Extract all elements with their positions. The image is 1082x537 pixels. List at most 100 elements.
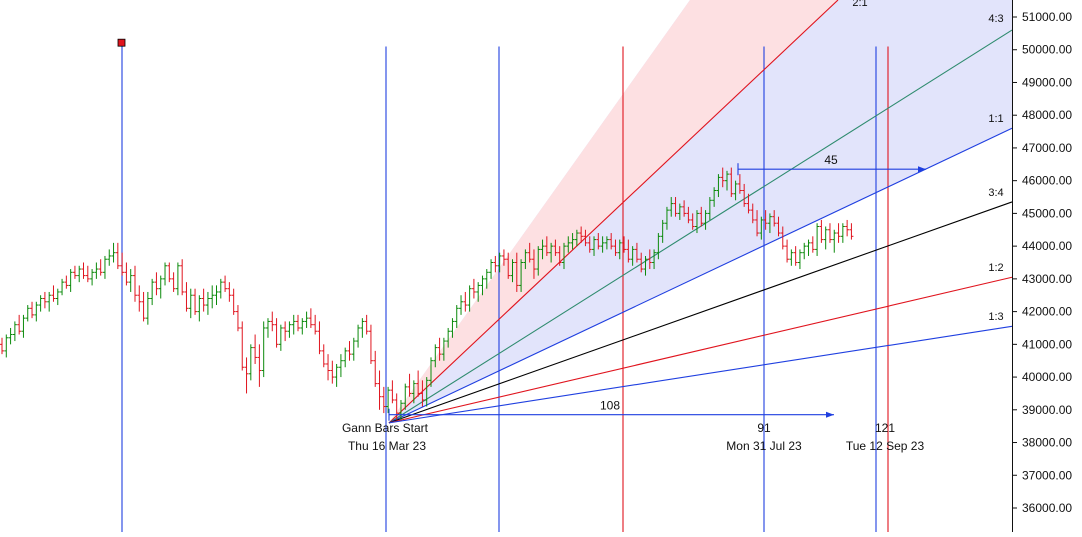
gann-fan-shading xyxy=(389,0,1012,423)
cycle-count-label: 91 xyxy=(757,421,771,435)
price-bar xyxy=(81,262,86,279)
gann-angle-line xyxy=(388,201,1013,424)
price-bar xyxy=(536,246,541,276)
cycle-date-label: Mon 31 Jul 23 xyxy=(726,439,802,453)
price-bar xyxy=(476,282,481,302)
price-bar xyxy=(145,291,150,325)
price-bar xyxy=(0,337,4,355)
price-axis-label: 38000.00 xyxy=(1022,436,1072,450)
price-bar xyxy=(338,354,343,378)
price-bar xyxy=(729,167,734,198)
price-bar xyxy=(163,262,168,286)
price-bar xyxy=(459,295,464,315)
price-bar xyxy=(411,380,416,404)
price-bar xyxy=(592,236,597,256)
price-bar xyxy=(441,337,446,361)
price-bar xyxy=(51,285,56,302)
price-axis-label: 40000.00 xyxy=(1022,370,1072,384)
price-bar xyxy=(626,239,631,263)
price-bar xyxy=(85,265,90,283)
price-bar xyxy=(274,318,279,348)
price-bar xyxy=(167,262,172,283)
price-bar xyxy=(205,291,210,315)
price-bar xyxy=(725,170,730,191)
price-bar xyxy=(420,380,425,407)
price-bar xyxy=(60,278,65,296)
price-bar xyxy=(175,262,180,296)
price-bar xyxy=(188,288,193,319)
price-bar xyxy=(34,301,39,322)
price-bar xyxy=(630,246,635,266)
price-bar xyxy=(115,242,120,270)
price-bar xyxy=(111,242,116,263)
price-bar xyxy=(789,249,794,266)
price-bar xyxy=(356,324,361,348)
price-bar xyxy=(437,337,442,361)
price-bar xyxy=(707,197,712,220)
price-bar xyxy=(240,321,245,371)
price-bar xyxy=(55,288,60,306)
price-bar xyxy=(330,360,335,384)
bar-count-arrow[interactable]: 45 xyxy=(737,153,926,176)
cycle-date-label: Tue 12 Sep 23 xyxy=(846,439,925,453)
price-bar xyxy=(304,311,309,328)
price-bar xyxy=(124,262,129,286)
price-bar xyxy=(296,314,301,332)
price-axis-label: 42000.00 xyxy=(1022,305,1072,319)
price-bar xyxy=(694,210,699,234)
bar-count-arrow[interactable]: 108 xyxy=(388,399,834,421)
price-bar xyxy=(334,363,339,387)
price-bar xyxy=(647,249,652,270)
price-bar xyxy=(30,301,35,319)
price-bar xyxy=(287,321,292,338)
price-bars xyxy=(0,167,854,420)
price-bar xyxy=(141,291,146,322)
price-bar xyxy=(433,344,438,368)
price-bar xyxy=(283,321,288,342)
price-axis-label: 50000.00 xyxy=(1022,43,1072,57)
price-bar xyxy=(570,233,575,250)
cycle-count-label: 121 xyxy=(875,421,895,435)
arrow-head xyxy=(826,411,834,418)
price-bar xyxy=(313,314,318,335)
price-bar xyxy=(656,233,661,260)
price-bar xyxy=(193,288,198,315)
gann-zone-blue-top xyxy=(389,0,1012,423)
price-bar xyxy=(25,305,30,322)
price-bar xyxy=(776,216,781,237)
price-axis-label: 45000.00 xyxy=(1022,206,1072,220)
price-bar xyxy=(291,314,296,335)
price-bar xyxy=(42,291,47,309)
price-bar xyxy=(257,344,262,387)
price-bar xyxy=(819,219,824,243)
price-bar xyxy=(677,203,682,220)
gann-angle-label: 4:3 xyxy=(988,13,1003,25)
price-bar xyxy=(664,206,669,230)
price-bar xyxy=(261,321,266,378)
price-bar xyxy=(489,259,494,279)
price-bar xyxy=(793,246,798,266)
price-bar xyxy=(510,259,515,283)
price-bar xyxy=(523,249,528,270)
price-bar xyxy=(8,327,13,345)
price-bar xyxy=(210,285,215,309)
price-axis-label: 43000.00 xyxy=(1022,272,1072,286)
price-bar xyxy=(660,219,665,243)
anchor-marker[interactable] xyxy=(117,38,126,47)
price-bar xyxy=(639,252,644,273)
price-bar xyxy=(265,318,270,338)
price-bar xyxy=(308,308,313,328)
price-bar xyxy=(201,288,206,312)
price-bar xyxy=(737,174,742,194)
price-bar xyxy=(506,252,511,279)
price-axis-label: 36000.00 xyxy=(1022,501,1072,515)
price-bar xyxy=(471,278,476,299)
price-bar xyxy=(248,344,253,381)
price-bar xyxy=(38,295,43,312)
price-bar xyxy=(4,334,9,358)
price-bar xyxy=(673,197,678,217)
price-bar xyxy=(609,233,614,250)
gann-angle-line xyxy=(388,29,1013,424)
